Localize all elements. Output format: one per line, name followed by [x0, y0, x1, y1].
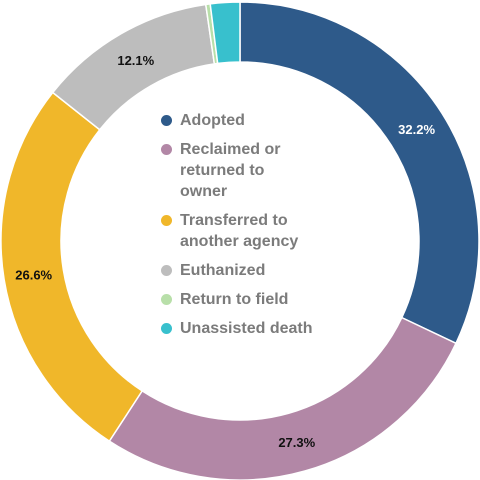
legend-label: Reclaimed or returned to owner	[180, 141, 281, 200]
legend-swatch	[161, 144, 172, 155]
legend-label: Return to field	[180, 291, 289, 308]
legend-label: Euthanized	[180, 262, 266, 279]
legend-item-adopted: Adopted	[161, 110, 361, 131]
legend-swatch	[161, 294, 172, 305]
data-label-adopted: 32.2%	[398, 122, 435, 137]
legend-swatch	[161, 265, 172, 276]
data-label-reclaimed: 27.3%	[278, 435, 315, 450]
chart-legend: Adopted Reclaimed or returned to owner Tra…	[161, 110, 361, 347]
slice-adopted	[239, 1, 480, 345]
legend-label: Transferred to another agency	[180, 212, 299, 250]
legend-item-transferred: Transferred to another agency	[161, 210, 361, 252]
legend-swatch	[161, 115, 172, 126]
legend-swatch	[161, 323, 172, 334]
legend-item-euthanized: Euthanized	[161, 260, 361, 281]
legend-label: Adopted	[180, 112, 245, 129]
data-label-euthanized: 12.1%	[117, 53, 154, 68]
legend-item-reclaimed: Reclaimed or returned to owner	[161, 139, 361, 202]
data-label-transferred: 26.6%	[15, 268, 52, 283]
legend-swatch	[161, 215, 172, 226]
legend-label: Unassisted death	[180, 320, 313, 337]
legend-item-return-to-field: Return to field	[161, 289, 361, 310]
legend-item-unassisted-death: Unassisted death	[161, 318, 361, 339]
slice-unassisted-death	[209, 1, 241, 65]
